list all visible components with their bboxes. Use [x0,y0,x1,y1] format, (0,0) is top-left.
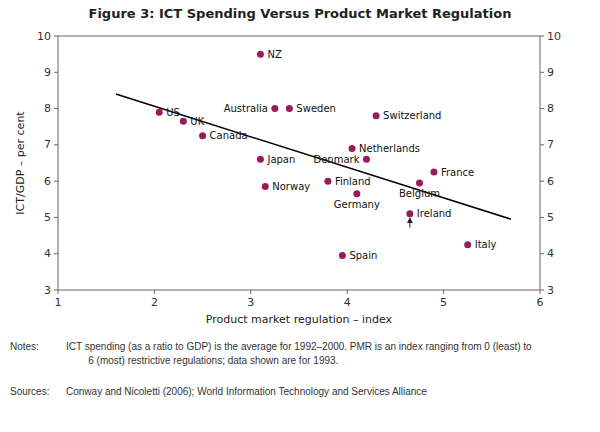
y2-tick-label: 3 [547,284,554,297]
y2-tick [540,253,544,254]
title: Figure 3: ICT Spending Versus Product Ma… [89,6,512,21]
point [286,105,293,112]
y2-tick-label: 9 [547,66,554,79]
y-tick [54,72,58,73]
point-label: Denmark [314,154,360,165]
x-tick [154,290,155,294]
point-label: Sweden [296,103,336,114]
x-tick [58,290,59,294]
y-tick [54,144,58,145]
y-tick-label: 5 [44,211,51,224]
point [271,105,278,112]
y-tick-label: 9 [44,66,51,79]
point-labels: NZ US UK Canada Australia Sweden Switzerland Ne… [166,49,496,261]
x-tick [443,290,444,294]
footnote-label: Notes: [10,341,39,352]
point-label: France [441,167,474,178]
y-tick [54,253,58,254]
point-label: UK [190,116,204,127]
point-label: Netherlands [359,143,420,154]
y-tick-label: 4 [44,247,51,260]
x-tick-label: 4 [344,296,351,309]
point-label: Italy [475,239,497,250]
chart: Figure 3: ICT Spending Versus Product Ma… [0,0,600,432]
point-label: Spain [349,250,377,261]
y2-tick [540,108,544,109]
x-tick-label: 1 [55,296,62,309]
point-label: US [166,107,180,118]
x-tick-label: 5 [440,296,447,309]
x-tick [540,290,541,294]
y2-tick [540,144,544,145]
y2-tick [540,36,544,37]
x-tick-label: 6 [537,296,544,309]
annotation-arrow [409,218,410,228]
x-tick [347,290,348,294]
y-tick-label: 3 [44,284,51,297]
point [406,210,413,217]
y-tick-label: 6 [44,175,51,188]
footnote-label: Sources: [10,386,49,397]
x-axis-label: Product market regulation – index [206,313,393,326]
point [363,156,370,163]
point [353,190,360,197]
point [349,145,356,152]
point-label: Canada [210,130,248,141]
point-label: Norway [272,181,310,192]
y2-tick [540,72,544,73]
y-tick-label: 10 [37,30,51,43]
y-tick [54,217,58,218]
point [339,252,346,259]
y-tick-label: 7 [44,138,51,151]
point [262,183,269,190]
point [180,118,187,125]
y-tick [54,108,58,109]
point-label: Ireland [417,208,452,219]
y-tick [54,36,58,37]
point-label: Switzerland [383,110,441,121]
point [416,179,423,186]
y2-tick [540,181,544,182]
footnote-text: ICT spending (as a ratio to GDP) is the … [66,341,532,366]
point [324,178,331,185]
plot-frame [58,36,540,290]
trend-line [116,94,511,219]
point-label: NZ [267,49,281,60]
y2-tick-label: 5 [547,211,554,224]
point [373,112,380,119]
point-label: Belgium [399,188,440,199]
y2-tick-label: 10 [547,30,561,43]
footnote-text: Conway and Nicoletti (2006); World Infor… [66,386,427,397]
y-tick-label: 8 [44,102,51,115]
point [156,109,163,116]
point [199,132,206,139]
y-tick [54,290,58,291]
y2-tick-label: 8 [547,102,554,115]
point-label: Japan [266,154,295,165]
x-tick-label: 2 [151,296,158,309]
y2-tick [540,290,544,291]
point-label: Germany [334,199,380,210]
plot-area [116,51,511,259]
x-tick-label: 3 [247,296,254,309]
y2-tick-label: 4 [547,247,554,260]
y-tick [54,181,58,182]
x-tick [250,290,251,294]
point [257,51,264,58]
y-axis-label: ICT/GDP – per cent [14,111,27,215]
y2-tick-label: 7 [547,138,554,151]
y2-tick [540,217,544,218]
point [430,169,437,176]
point-label: Finland [335,176,371,187]
y2-tick-label: 6 [547,175,554,188]
point [257,156,264,163]
point [464,241,471,248]
point-label: Australia [224,103,268,114]
